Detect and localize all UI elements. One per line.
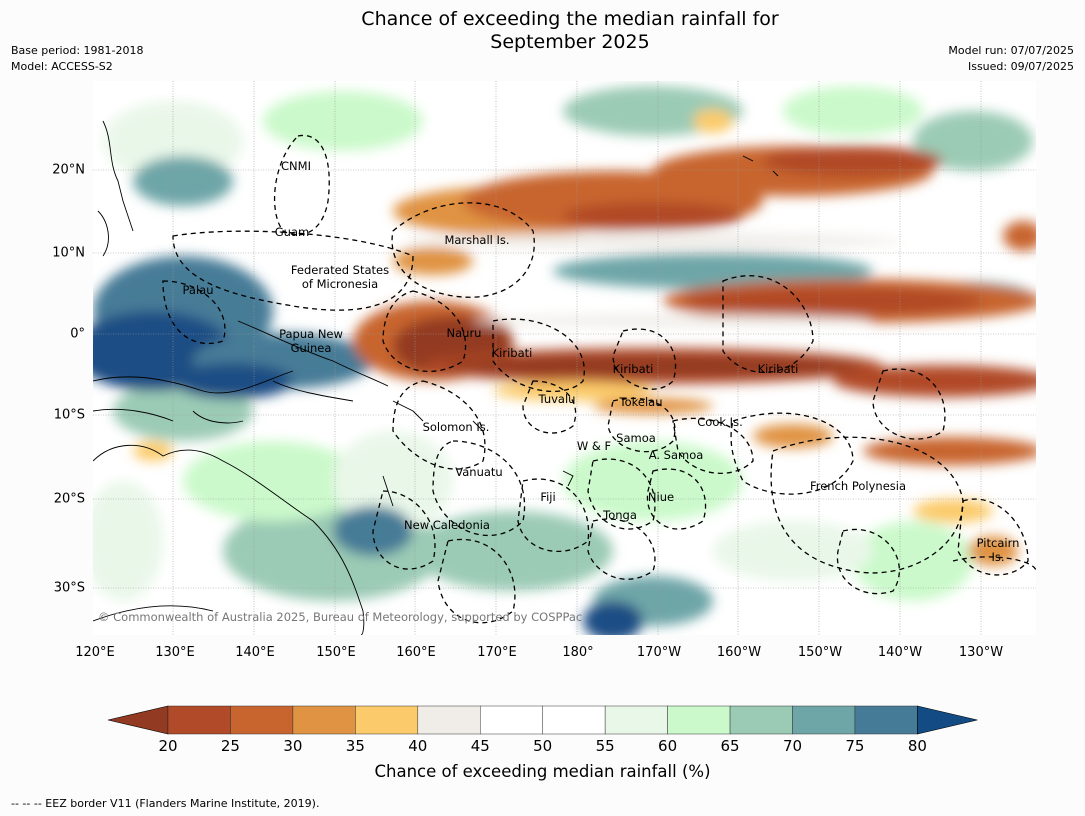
colorbar-tick: 30 — [283, 737, 303, 755]
lon-tick: 170°W — [636, 645, 682, 660]
map-title: Chance of exceeding the median rainfall … — [0, 8, 1085, 54]
footnote: -- -- -- EEZ border V11 (Flanders Marine… — [11, 797, 320, 810]
map-svg — [93, 81, 1036, 635]
base-period: Base period: 1981-2018 — [11, 44, 144, 57]
place-label: Palau — [182, 283, 214, 297]
place-label: Guam — [274, 225, 310, 239]
colorbar-tick: 20 — [158, 737, 178, 755]
colorbar-segment — [480, 705, 543, 735]
place-label: A. Samoa — [648, 448, 704, 462]
colorbar-tick: 25 — [220, 737, 240, 755]
place-label: Kiribati — [491, 346, 533, 360]
colorbar-segment — [854, 705, 918, 735]
lon-tick: 130°E — [155, 645, 195, 660]
place-label: Tokelau — [619, 395, 663, 409]
place-label: French Polynesia — [809, 479, 907, 493]
lon-tick: 180° — [562, 645, 594, 660]
place-label: Fiji — [540, 490, 556, 504]
colorbar-segment — [542, 705, 606, 735]
title-line-1: Chance of exceeding the median rainfall … — [361, 8, 779, 30]
rainfall-field — [93, 86, 1036, 635]
colorbar-segment — [604, 705, 668, 735]
colorbar-segments — [107, 705, 978, 735]
model-name: Model: ACCESS-S2 — [11, 60, 113, 73]
lat-tick: 30°S — [53, 580, 85, 596]
eez-borders — [162, 134, 1036, 624]
colorbar-segment — [667, 705, 731, 735]
map-area — [93, 81, 1036, 635]
place-label: Nauru — [446, 326, 482, 340]
lon-tick: 120°E — [75, 645, 115, 660]
colorbar-tick: 65 — [720, 737, 740, 755]
colorbar-segment — [417, 705, 481, 735]
colorbar — [107, 705, 978, 735]
colorbar-segment — [355, 705, 419, 735]
colorbar-under-arrow — [107, 705, 169, 735]
colorbar-over-arrow — [917, 705, 978, 735]
place-label: Niue — [647, 490, 675, 504]
colorbar-tick: 40 — [408, 737, 428, 755]
place-label: W & F — [576, 439, 612, 453]
place-label: Tonga — [603, 508, 637, 522]
issued-date: Issued: 09/07/2025 — [967, 60, 1074, 73]
lon-tick: 170°E — [477, 645, 517, 660]
meta-right: Model run: 07/07/2025 Issued: 09/07/2025 — [948, 43, 1074, 75]
colorbar-segment — [292, 705, 356, 735]
place-label: Solomon Is. — [422, 420, 490, 434]
colorbar-tick: 50 — [533, 737, 553, 755]
lon-tick: 140°W — [877, 645, 923, 660]
title-line-2: September 2025 — [490, 31, 650, 53]
place-label: Papua New Guinea — [279, 327, 343, 355]
place-label: Kiribati — [757, 362, 799, 376]
colorbar-segment — [792, 705, 856, 735]
colorbar-segment — [167, 705, 231, 735]
place-label: Tuvalu — [538, 392, 576, 406]
place-label: Vanuatu — [455, 465, 503, 479]
place-label: Federated States of Micronesia — [290, 263, 390, 291]
colorbar-tick: 35 — [345, 737, 365, 755]
copyright-text: © Commonwealth of Australia 2025, Bureau… — [98, 610, 583, 624]
lon-tick: 150°E — [316, 645, 356, 660]
colorbar-segment — [230, 705, 294, 735]
colorbar-tick: 45 — [470, 737, 490, 755]
colorbar-label: Chance of exceeding median rainfall (%) — [374, 762, 711, 781]
place-label: Cook Is. — [697, 415, 743, 429]
lat-tick: 10°N — [52, 245, 85, 261]
place-label: Marshall Is. — [444, 233, 510, 247]
colorbar-tick: 55 — [595, 737, 615, 755]
lon-tick: 160°E — [396, 645, 436, 660]
model-run: Model run: 07/07/2025 — [948, 44, 1074, 57]
lon-tick: 130°W — [958, 645, 1004, 660]
lat-tick: 0° — [70, 326, 85, 342]
colorbar-tick: 70 — [782, 737, 803, 755]
place-label: New Caledonia — [404, 518, 490, 532]
graticule — [93, 81, 1036, 635]
lat-tick: 10°S — [53, 407, 85, 423]
place-label: Kiribati — [612, 362, 654, 376]
lat-tick: 20°N — [52, 162, 85, 178]
lat-tick: 20°S — [53, 491, 85, 507]
colorbar-tick: 80 — [907, 737, 927, 755]
lon-tick: 160°W — [716, 645, 762, 660]
colorbar-tick: 75 — [845, 737, 865, 755]
meta-left: Base period: 1981-2018 Model: ACCESS-S2 — [11, 43, 143, 75]
place-label: Samoa — [616, 431, 656, 445]
lon-tick: 150°W — [797, 645, 843, 660]
place-label: CNMI — [281, 159, 311, 173]
coastlines — [93, 120, 779, 635]
colorbar-segment — [729, 705, 793, 735]
place-label: Pitcairn Is. — [976, 536, 1020, 564]
colorbar-tick: 60 — [658, 737, 678, 755]
lon-tick: 140°E — [235, 645, 275, 660]
